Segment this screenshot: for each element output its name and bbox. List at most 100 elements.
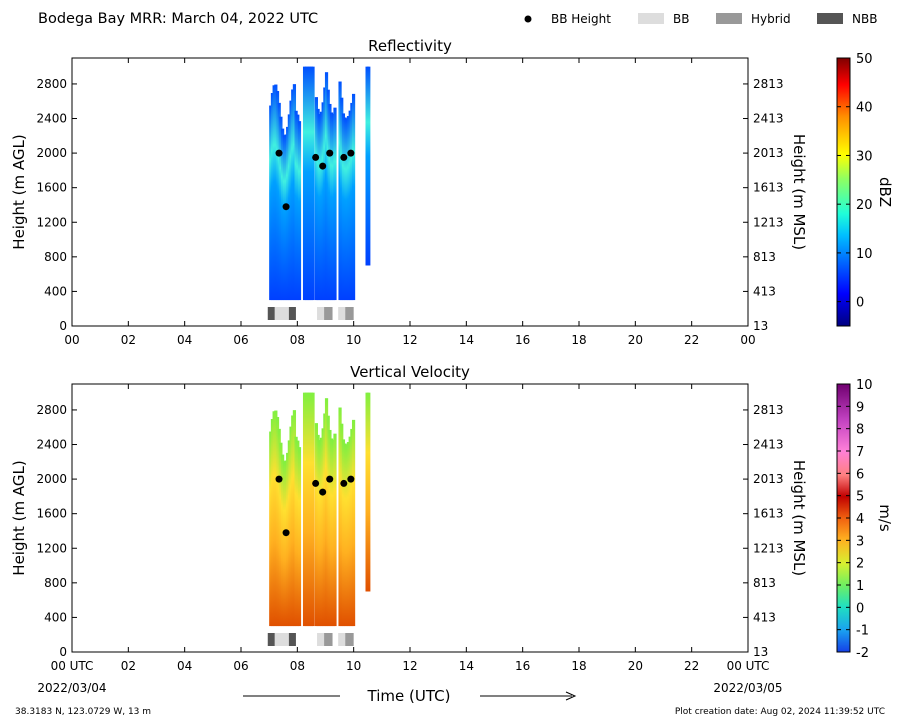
colorbar-tick-label: 0 [856, 296, 864, 311]
field-strip [292, 410, 297, 627]
field-strip [314, 423, 318, 627]
page-title: Bodega Bay MRR: March 04, 2022 UTC [38, 11, 318, 27]
bb-height-point [340, 153, 348, 161]
reflectivity-colorbar-label: dBZ [876, 177, 894, 207]
field-strip [291, 89, 295, 301]
field-strip [308, 66, 312, 301]
field-strip [302, 66, 307, 301]
field-strip [275, 91, 280, 301]
colorbar-tick-label: 8 [856, 423, 864, 438]
field-strip [340, 97, 344, 301]
velocity-colorbar-label: m/s [876, 504, 894, 532]
field-strip [279, 116, 283, 301]
bb-height-point [319, 488, 327, 496]
x-tick-label: 04 [177, 333, 192, 347]
creation-date: Plot creation date: Aug 02, 2024 11:39:5… [675, 707, 885, 717]
y-tick-label: 800 [44, 576, 67, 590]
panel2-axes: 0 13 400 413 800 813 1200 1213 1600 1613 2000 2013 2… [36, 384, 784, 673]
x-tick-label: 18 [571, 333, 586, 347]
location-text: 38.3183 N, 123.0729 W, 13 m [15, 707, 151, 717]
field-strip [318, 440, 322, 627]
field-strip [350, 428, 354, 627]
bb-height-point [275, 475, 283, 483]
y-tick-label: 1200 [36, 215, 67, 229]
bb-type-box [324, 307, 333, 320]
x-tick-label: 16 [515, 659, 530, 673]
colorbar-tick-label: 20 [856, 198, 873, 213]
field-strip [348, 110, 352, 301]
field-strip [311, 66, 315, 301]
bb-height-point [347, 149, 355, 157]
velocity-field [269, 392, 371, 627]
legend-label: BB Height [551, 12, 611, 26]
end-date: 2022/03/05 [713, 681, 782, 695]
field-strip [343, 443, 347, 627]
field-strip [279, 442, 283, 627]
field-strip [346, 116, 351, 301]
field-strip [351, 419, 356, 627]
field-strip [338, 407, 342, 627]
x-tick-label: 12 [402, 333, 417, 347]
colorbar-tick-label: 2 [856, 557, 864, 572]
y-tick-label: 400 [44, 284, 67, 298]
bb-type-box [345, 633, 354, 646]
x-tick-label: 22 [684, 659, 699, 673]
field-strip [321, 102, 325, 301]
bb-type-box [267, 307, 275, 320]
colorbar-tick-label: 10 [856, 378, 873, 393]
field-strip [367, 392, 371, 592]
field-strip [297, 447, 302, 627]
field-strip [270, 419, 275, 627]
field-strip [289, 426, 293, 627]
colorbar-tick-label: 50 [856, 52, 873, 67]
field-strip [296, 114, 300, 301]
legend-swatch [716, 13, 742, 24]
field-strip [330, 438, 334, 627]
x-tick-label: 00 UTC [51, 659, 94, 673]
y-tick-label: 800 [44, 250, 67, 264]
x-tick-label: 10 [346, 333, 361, 347]
field-strip [284, 460, 288, 627]
field-strip [309, 66, 313, 301]
field-strip [319, 437, 324, 627]
x-tick-label: 00 [64, 333, 79, 347]
field-strip [365, 392, 369, 592]
y-tick-label: 2800 [36, 403, 67, 417]
field-strip [272, 411, 276, 627]
y-tick-label: 0 [59, 645, 67, 659]
bb-type-box [274, 307, 289, 320]
panel2-frame [71, 383, 749, 653]
colorbar-tick-label: 30 [856, 149, 873, 164]
field-strip [331, 439, 335, 627]
y2-tick-label: 2413 [753, 112, 784, 126]
field-strip [319, 111, 324, 301]
field-strip [270, 93, 275, 301]
y2-tick-label: 1613 [753, 181, 784, 195]
field-strip [330, 112, 334, 301]
field-strip [269, 105, 273, 301]
field-strip [316, 434, 320, 627]
field-strip [306, 66, 310, 301]
y2-tick-label: 1613 [753, 507, 784, 521]
field-strip [280, 128, 285, 301]
field-strip [345, 444, 349, 627]
field-strip [323, 87, 327, 301]
field-strip [338, 81, 342, 301]
y-tick-label: 2400 [36, 438, 67, 452]
bb-type-box [317, 633, 325, 646]
field-strip [321, 428, 325, 627]
bb-type-box [345, 307, 354, 320]
field-strip [345, 118, 349, 301]
y-tick-label: 2400 [36, 112, 67, 126]
y2-tick-label: 2813 [753, 77, 784, 91]
field-strip [304, 392, 308, 627]
time-arrow-head [565, 691, 577, 701]
colorbar-tick-label: 10 [856, 247, 873, 262]
y2-tick-label: 13 [753, 645, 768, 659]
panel2-ylabel: Height (m AGL) [10, 460, 28, 575]
field-strip [274, 410, 278, 627]
x-tick-label: 10 [346, 659, 361, 673]
y2-tick-label: 2813 [753, 403, 784, 417]
